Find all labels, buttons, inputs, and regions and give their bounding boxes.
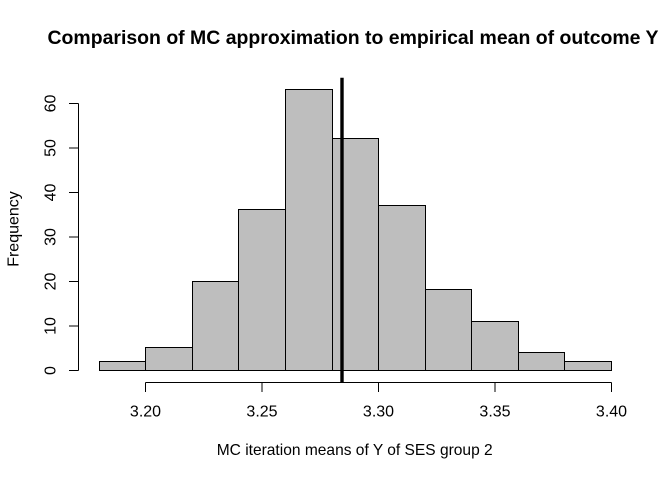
svg-text:MC iteration means of Y of SES: MC iteration means of Y of SES group 2 — [217, 442, 493, 459]
svg-text:3.40: 3.40 — [596, 404, 627, 421]
svg-text:0: 0 — [43, 366, 60, 375]
svg-text:10: 10 — [43, 317, 60, 335]
svg-text:3.35: 3.35 — [479, 404, 510, 421]
svg-text:50: 50 — [43, 139, 60, 157]
svg-text:3.25: 3.25 — [246, 404, 277, 421]
svg-text:40: 40 — [43, 184, 60, 202]
svg-text:30: 30 — [43, 228, 60, 246]
svg-text:Frequency: Frequency — [6, 191, 23, 267]
svg-text:20: 20 — [43, 273, 60, 291]
svg-text:Comparison of MC approximation: Comparison of MC approximation to empiri… — [48, 27, 659, 49]
svg-text:3.20: 3.20 — [130, 404, 161, 421]
svg-text:3.30: 3.30 — [363, 404, 394, 421]
svg-text:60: 60 — [43, 95, 60, 113]
